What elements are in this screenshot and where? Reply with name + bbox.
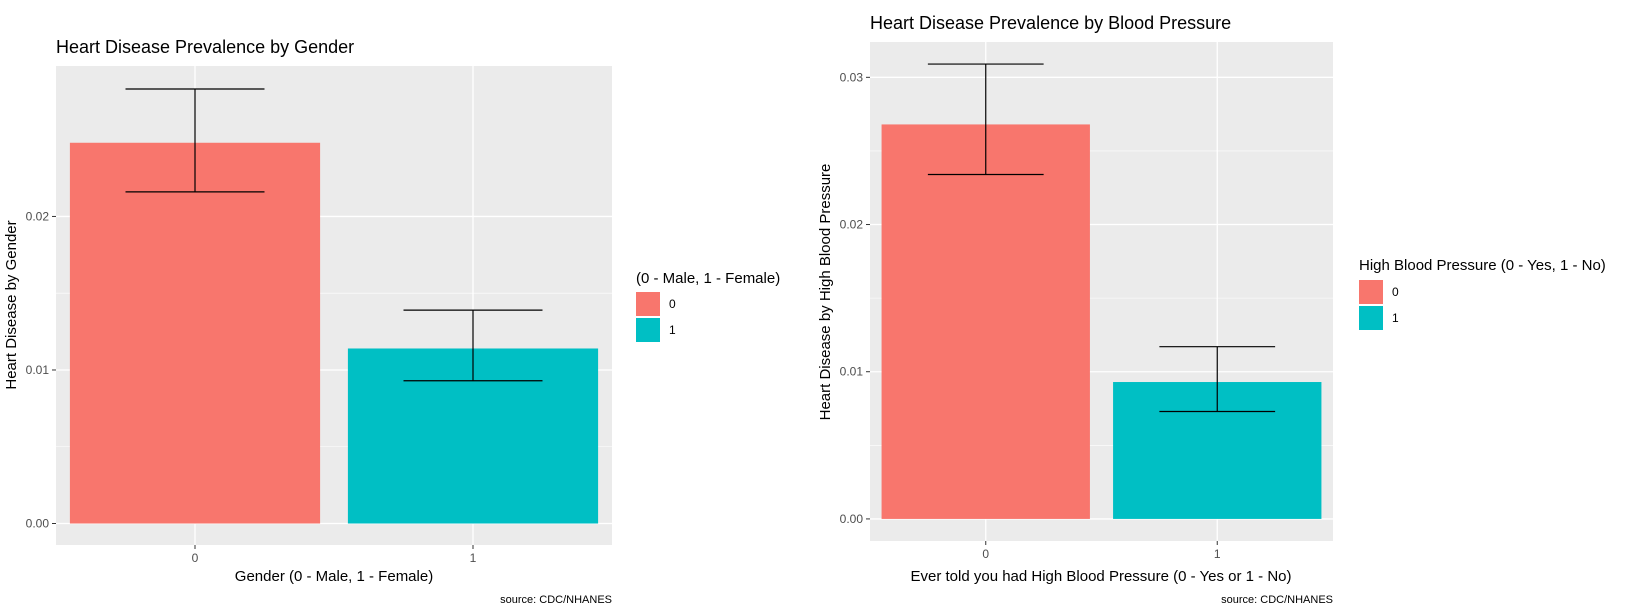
chart-bp-legend-label-1: 1 — [1392, 311, 1399, 325]
chart-bp-error-bar-1 — [1159, 346, 1276, 413]
chart-gender-bar-0 — [69, 142, 321, 524]
chart-bp-error-bar-0 — [927, 63, 1044, 176]
chart-bp-error-bars — [927, 63, 1276, 413]
chart-gender-bars — [69, 142, 599, 524]
chart-bp-legend-label-0: 0 — [1392, 285, 1399, 299]
chart-bp-x-tick-label: 0 — [982, 547, 989, 561]
chart-blood-pressure: Heart Disease Prevalence by Blood Pressu… — [817, 13, 1606, 606]
chart-gender-error-bar-0 — [125, 88, 265, 193]
chart-gender-legend-label-1: 1 — [669, 323, 676, 337]
chart-gender: Heart Disease Prevalence by Gender 0.000… — [3, 37, 780, 606]
chart-gender-y-axis-title: Heart Disease by Gender — [3, 220, 20, 389]
chart-bp-legend-key-0 — [1359, 280, 1383, 304]
chart-bp-y-tick-label: 0.03 — [840, 70, 864, 84]
chart-bp-caption: source: CDC/NHANES — [1221, 594, 1333, 606]
chart-bp-x-axis-title: Ever told you had High Blood Pressure (0… — [910, 568, 1291, 585]
chart-gender-x-axis-title: Gender (0 - Male, 1 - Female) — [235, 568, 433, 585]
chart-gender-legend-title: (0 - Male, 1 - Female) — [636, 270, 780, 287]
chart-bp-y-tick-label: 0.01 — [840, 365, 864, 379]
chart-gender-caption: source: CDC/NHANES — [500, 594, 612, 606]
chart-gender-x-tick-label: 0 — [192, 551, 199, 565]
chart-bp-y-axis-title: Heart Disease by High Blood Pressure — [817, 164, 834, 421]
chart-gender-y-tick-label: 0.01 — [26, 363, 50, 377]
chart-gender-y-tick-label: 0.00 — [26, 517, 50, 531]
chart-gender-legend-key-0 — [636, 292, 660, 316]
chart-bp-legend-key-1 — [1359, 306, 1383, 330]
chart-bp-y-ticks: 0.00 0.01 0.02 0.03 — [840, 70, 870, 526]
chart-bp-y-tick-label: 0.02 — [840, 218, 864, 232]
chart-bp-y-tick-label: 0.00 — [840, 512, 864, 526]
chart-gender-legend: (0 - Male, 1 - Female) 0 1 — [636, 270, 780, 342]
chart-gender-legend-key-1 — [636, 318, 660, 342]
chart-bp-bar-0 — [881, 124, 1090, 519]
chart-gender-y-ticks: 0.00 0.01 0.02 — [26, 209, 56, 531]
chart-gender-x-tick-label: 1 — [470, 551, 477, 565]
chart-gender-error-bar-1 — [403, 309, 543, 382]
chart-bp-bars — [881, 124, 1322, 519]
chart-gender-legend-label-0: 0 — [669, 297, 676, 311]
chart-gender-title: Heart Disease Prevalence by Gender — [56, 37, 354, 57]
chart-bp-title: Heart Disease Prevalence by Blood Pressu… — [870, 13, 1231, 33]
chart-bp-legend-title: High Blood Pressure (0 - Yes, 1 - No) — [1359, 257, 1606, 274]
chart-bp-x-tick-label: 1 — [1214, 547, 1221, 561]
chart-bp-legend: High Blood Pressure (0 - Yes, 1 - No) 0 … — [1359, 257, 1606, 330]
chart-gender-error-bars — [125, 88, 543, 382]
chart-gender-y-tick-label: 0.02 — [26, 209, 50, 223]
